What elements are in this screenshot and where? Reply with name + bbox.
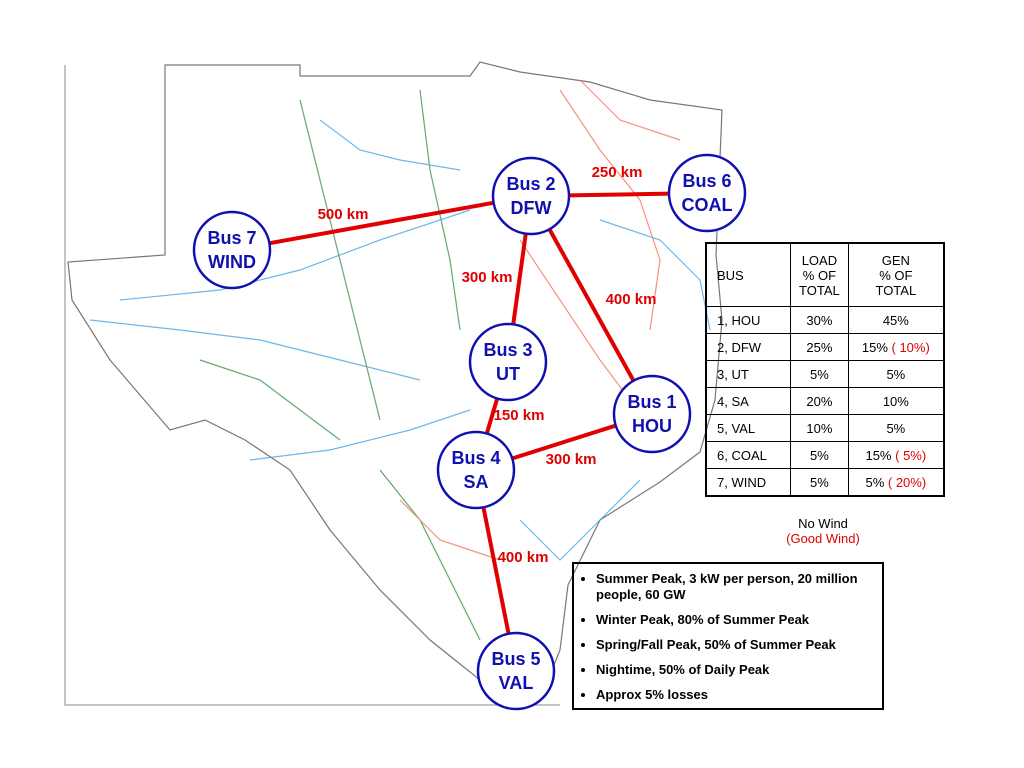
- bus-site: SA: [463, 472, 488, 492]
- header-row: BUS LOAD% OF TOTAL GEN% OF TOTAL: [705, 242, 945, 307]
- edge-label: 300 km: [462, 269, 513, 286]
- load-cell: 5%: [790, 360, 849, 388]
- header-bus: BUS: [705, 242, 792, 307]
- gen-cell: 5%: [847, 360, 945, 388]
- note: Summer Peak, 3 kW per person, 20 million…: [596, 571, 878, 603]
- bus-node: [612, 374, 692, 454]
- edge-label: 400 km: [498, 549, 549, 566]
- table-row: 5, VAL 10% 5%: [705, 414, 945, 442]
- table-row: 3, UT 5% 5%: [705, 360, 945, 388]
- load-cell: 5%: [790, 468, 849, 497]
- edge-label: 400 km: [606, 291, 657, 308]
- table-row: 2, DFW 25% 15% ( 10%): [705, 333, 945, 361]
- transmission-lines: [89, 79, 711, 641]
- bus-node: [667, 153, 747, 233]
- gen-cell: 5%: [847, 414, 945, 442]
- bus-site: DFW: [511, 198, 552, 218]
- bus-site: HOU: [632, 416, 672, 436]
- load-cell: 25%: [790, 333, 849, 361]
- header-load: LOAD% OF TOTAL: [790, 242, 849, 307]
- bus-name: Bus 1: [627, 392, 676, 412]
- edge-label: 250 km: [592, 164, 643, 181]
- header-line: TOTAL: [799, 282, 840, 298]
- table-row: 1, HOU 30% 45%: [705, 306, 945, 334]
- gen-cell: 5% ( 20%): [847, 468, 945, 497]
- header-line: % OF: [802, 267, 837, 283]
- bus-cell: 7, WIND: [705, 468, 792, 497]
- bus-site: VAL: [499, 673, 534, 693]
- edge-label: 150 km: [494, 407, 545, 424]
- bus-site: UT: [496, 364, 520, 384]
- note: Nightime, 50% of Daily Peak: [596, 662, 878, 678]
- bus-name: Bus 4: [451, 448, 500, 468]
- notes-list: Summer Peak, 3 kW per person, 20 million…: [578, 571, 878, 703]
- bus-cell: 4, SA: [705, 387, 792, 415]
- note: Approx 5% losses: [596, 687, 878, 703]
- bus-node: [491, 156, 571, 236]
- header-line: LOAD: [801, 252, 838, 268]
- load-cell: 20%: [790, 387, 849, 415]
- note: Winter Peak, 80% of Summer Peak: [596, 612, 878, 628]
- gen-wind-value: ( 10%): [891, 339, 930, 355]
- header-line: TOTAL: [875, 282, 917, 298]
- bus-node: [192, 210, 272, 290]
- bus-node: [476, 631, 556, 711]
- bus-node: [436, 430, 516, 510]
- frame: [64, 65, 560, 706]
- note: Spring/Fall Peak, 50% of Summer Peak: [596, 637, 878, 653]
- load-cell: 5%: [790, 441, 849, 469]
- gen-value: 5%: [886, 366, 906, 382]
- gen-value: 10%: [882, 393, 909, 409]
- table-row: 6, COAL 5% 15% ( 5%): [705, 441, 945, 469]
- bus-site: WIND: [208, 252, 256, 272]
- notes-box: Summer Peak, 3 kW per person, 20 million…: [572, 562, 884, 710]
- load-cell: 10%: [790, 414, 849, 442]
- bus-cell: 3, UT: [705, 360, 792, 388]
- legend: No Wind (Good Wind): [760, 516, 886, 546]
- bus-cell: 5, VAL: [705, 414, 792, 442]
- table-row: 7, WIND 5% 5% ( 20%): [705, 468, 945, 497]
- gen-cell: 15% ( 10%): [847, 333, 945, 361]
- header-line: GEN: [881, 252, 910, 268]
- edge-label: 300 km: [546, 451, 597, 468]
- bus-node: [468, 322, 548, 402]
- texas-outline: [67, 61, 723, 701]
- bus-cell: 2, DFW: [705, 333, 792, 361]
- bus-name: Bus 6: [682, 171, 731, 191]
- bus-cell: 1, HOU: [705, 306, 792, 334]
- bus-name: Bus 2: [506, 174, 555, 194]
- gen-wind-value: ( 5%): [895, 447, 927, 463]
- edge: [529, 195, 654, 415]
- edge: [231, 194, 532, 252]
- gen-value: 45%: [882, 312, 909, 328]
- edge-label: 500 km: [318, 206, 369, 223]
- bus-table: BUS LOAD% OF TOTAL GEN% OF TOTAL 1, HOU 30% 45%…: [705, 242, 945, 497]
- bus-site: COAL: [682, 195, 733, 215]
- bus-name: Bus 3: [483, 340, 532, 360]
- gen-cell: 10%: [847, 387, 945, 415]
- gen-cell: 15% ( 5%): [847, 441, 945, 469]
- gen-value: 5%: [865, 474, 885, 490]
- bus-cell: 6, COAL: [705, 441, 792, 469]
- header-gen: GEN% OF TOTAL: [847, 242, 945, 307]
- table-row: 4, SA 20% 10%: [705, 387, 945, 415]
- header-line: % OF: [879, 267, 913, 283]
- legend-good-wind: (Good Wind): [786, 531, 860, 546]
- gen-cell: 45%: [847, 306, 945, 334]
- legend-no-wind: No Wind: [798, 516, 848, 531]
- load-cell: 30%: [790, 306, 849, 334]
- gen-value: 15%: [865, 447, 892, 463]
- gen-value: 15%: [861, 339, 888, 355]
- gen-wind-value: ( 20%): [887, 474, 927, 490]
- bus-name: Bus 5: [491, 649, 540, 669]
- gen-value: 5%: [886, 420, 906, 436]
- bus-name: Bus 7: [207, 228, 256, 248]
